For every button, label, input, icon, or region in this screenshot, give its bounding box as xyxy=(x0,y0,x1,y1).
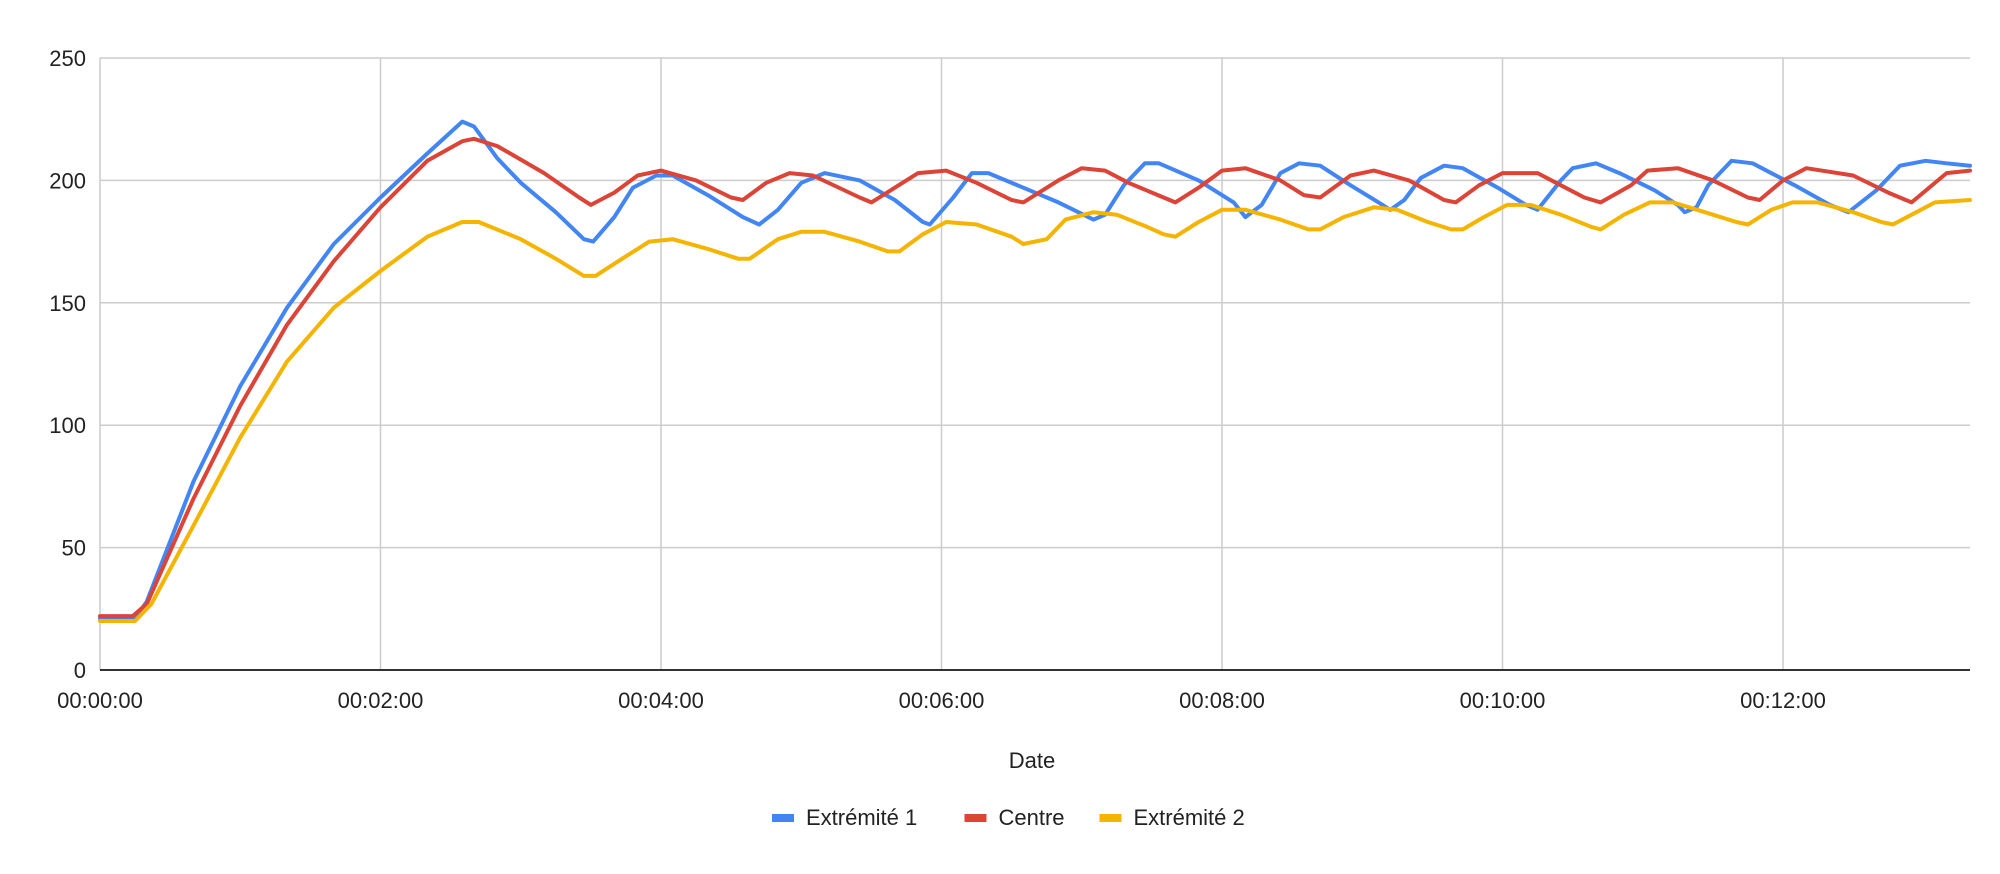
y-tick-label: 100 xyxy=(49,413,86,438)
y-tick-label: 250 xyxy=(49,46,86,71)
series-line-1 xyxy=(98,119,1972,621)
legend-swatch xyxy=(1099,814,1122,822)
x-tick-label: 00:10:00 xyxy=(1460,688,1546,713)
legend: Extrémité 1 Centre Extrémité 2 xyxy=(772,805,1245,830)
y-tick-label: 200 xyxy=(49,168,86,193)
series-lines xyxy=(98,119,1972,623)
x-tick-label: 00:06:00 xyxy=(899,688,985,713)
y-tick-label: 0 xyxy=(74,658,86,683)
legend-label: Extrémité 2 xyxy=(1134,805,1245,830)
series-line-3 xyxy=(98,198,1972,623)
x-tick-label: 00:08:00 xyxy=(1179,688,1265,713)
y-tick-label: 50 xyxy=(62,536,86,561)
x-tick-label: 00:04:00 xyxy=(618,688,704,713)
gridlines xyxy=(99,57,1970,670)
legend-label: Extrémité 1 xyxy=(806,805,917,830)
y-tick-label: 150 xyxy=(49,291,86,316)
series-line-2 xyxy=(98,136,1972,619)
x-tick-label: 00:12:00 xyxy=(1740,688,1826,713)
legend-swatch xyxy=(772,814,794,822)
x-tick-label: 00:00:00 xyxy=(57,688,143,713)
legend-swatch xyxy=(964,814,987,822)
legend-label: Centre xyxy=(999,805,1065,830)
x-tick-label: 00:02:00 xyxy=(338,688,424,713)
axes: 0 50 100 150 200 250 00:00:00 00:02:00 00:04:00 0… xyxy=(49,46,1970,713)
x-axis-title: Date xyxy=(1009,748,1055,773)
